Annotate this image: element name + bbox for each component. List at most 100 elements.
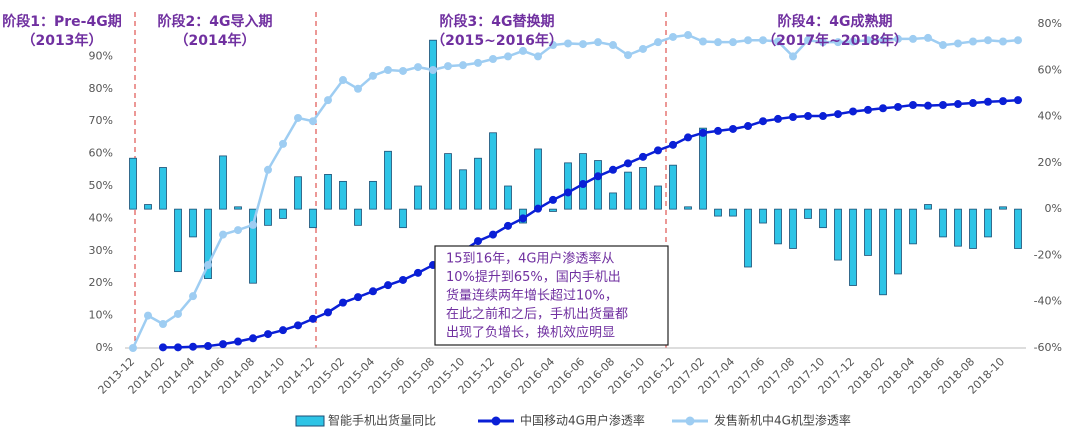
stage-title: 阶段2：4G导入期 xyxy=(158,13,273,30)
bar xyxy=(189,208,197,238)
marker xyxy=(774,114,782,123)
marker xyxy=(654,146,662,155)
y2-tick-label: -20% xyxy=(1034,248,1062,261)
bar xyxy=(234,206,242,210)
y-tick-label: 0% xyxy=(96,341,113,354)
y-tick-label: 60% xyxy=(89,147,113,160)
y-tick-label: 80% xyxy=(89,82,113,95)
marker xyxy=(264,165,272,174)
marker xyxy=(204,261,212,270)
marker xyxy=(324,308,332,317)
marker xyxy=(894,102,902,111)
marker xyxy=(909,101,917,109)
marker xyxy=(129,344,137,352)
marker xyxy=(969,37,977,46)
y2-tick-label: -60% xyxy=(1034,341,1062,354)
note-line: 货量连续两年增长超过10%， xyxy=(446,288,618,304)
stage-title: 阶段1：Pre-4G期 xyxy=(2,13,121,30)
marker xyxy=(834,38,842,47)
marker xyxy=(189,292,197,301)
bar xyxy=(849,208,857,286)
stage-period: （2014年） xyxy=(175,32,256,49)
bar xyxy=(264,208,272,226)
marker xyxy=(354,84,362,93)
marker xyxy=(954,39,962,48)
marker xyxy=(849,107,857,116)
bar xyxy=(324,174,332,210)
marker xyxy=(489,54,497,63)
bar xyxy=(249,208,257,284)
bar xyxy=(549,208,557,212)
marker xyxy=(849,37,857,46)
bar xyxy=(414,185,422,210)
marker xyxy=(759,117,767,126)
marker xyxy=(819,112,827,121)
marker xyxy=(384,281,392,290)
stage-title: 阶段4：4G成熟期 xyxy=(778,13,893,30)
bar xyxy=(564,162,572,210)
legend-label: 中国移动4G用户渗透率 xyxy=(520,413,645,428)
bar xyxy=(984,208,992,238)
y2-tick-label: 60% xyxy=(1038,63,1062,76)
marker xyxy=(279,139,287,148)
bar xyxy=(1014,208,1022,249)
bar xyxy=(894,208,902,275)
marker xyxy=(159,320,167,329)
marker xyxy=(939,41,947,50)
bar xyxy=(744,208,752,268)
bar xyxy=(804,208,812,219)
note-line: 在此之前和之后，手机出货量都 xyxy=(446,306,628,322)
marker xyxy=(729,38,737,47)
bar xyxy=(819,208,827,229)
bar xyxy=(924,204,932,210)
y2-tick-label: 80% xyxy=(1038,17,1062,30)
marker xyxy=(864,105,872,114)
stage-title: 阶段3：4G替换期 xyxy=(440,13,555,30)
marker xyxy=(1014,96,1022,105)
bar xyxy=(354,208,362,226)
bar xyxy=(279,208,287,219)
marker xyxy=(324,96,332,105)
marker xyxy=(759,36,767,45)
legend-swatch xyxy=(491,416,501,426)
marker xyxy=(189,342,197,351)
marker xyxy=(579,40,587,49)
marker xyxy=(594,172,602,181)
marker xyxy=(984,36,992,45)
marker xyxy=(834,110,842,119)
marker xyxy=(804,112,812,121)
marker xyxy=(744,122,752,131)
y-tick-label: 20% xyxy=(89,276,113,289)
bar xyxy=(714,208,722,217)
marker xyxy=(534,52,542,61)
marker xyxy=(414,268,422,277)
y-tick-label: 10% xyxy=(89,309,113,322)
bar xyxy=(969,208,977,249)
marker xyxy=(384,66,392,75)
legend-label: 发售新机中4G机型渗透率 xyxy=(714,413,851,428)
bar xyxy=(309,208,317,229)
marker xyxy=(714,38,722,47)
marker xyxy=(294,113,302,122)
marker xyxy=(144,311,152,320)
marker xyxy=(234,337,242,346)
marker xyxy=(174,343,182,352)
legend-swatch xyxy=(295,415,325,427)
bar xyxy=(369,180,377,210)
marker xyxy=(609,41,617,50)
bar xyxy=(624,171,632,210)
marker xyxy=(639,44,647,53)
marker xyxy=(954,100,962,109)
bar xyxy=(144,204,152,210)
marker xyxy=(564,39,572,48)
bar xyxy=(684,206,692,210)
bar xyxy=(759,208,767,224)
marker xyxy=(789,112,797,121)
y-tick-label: 90% xyxy=(89,49,113,62)
marker xyxy=(444,62,452,71)
bar xyxy=(639,167,647,210)
marker xyxy=(699,37,707,46)
bar xyxy=(489,132,497,210)
marker xyxy=(549,195,557,204)
